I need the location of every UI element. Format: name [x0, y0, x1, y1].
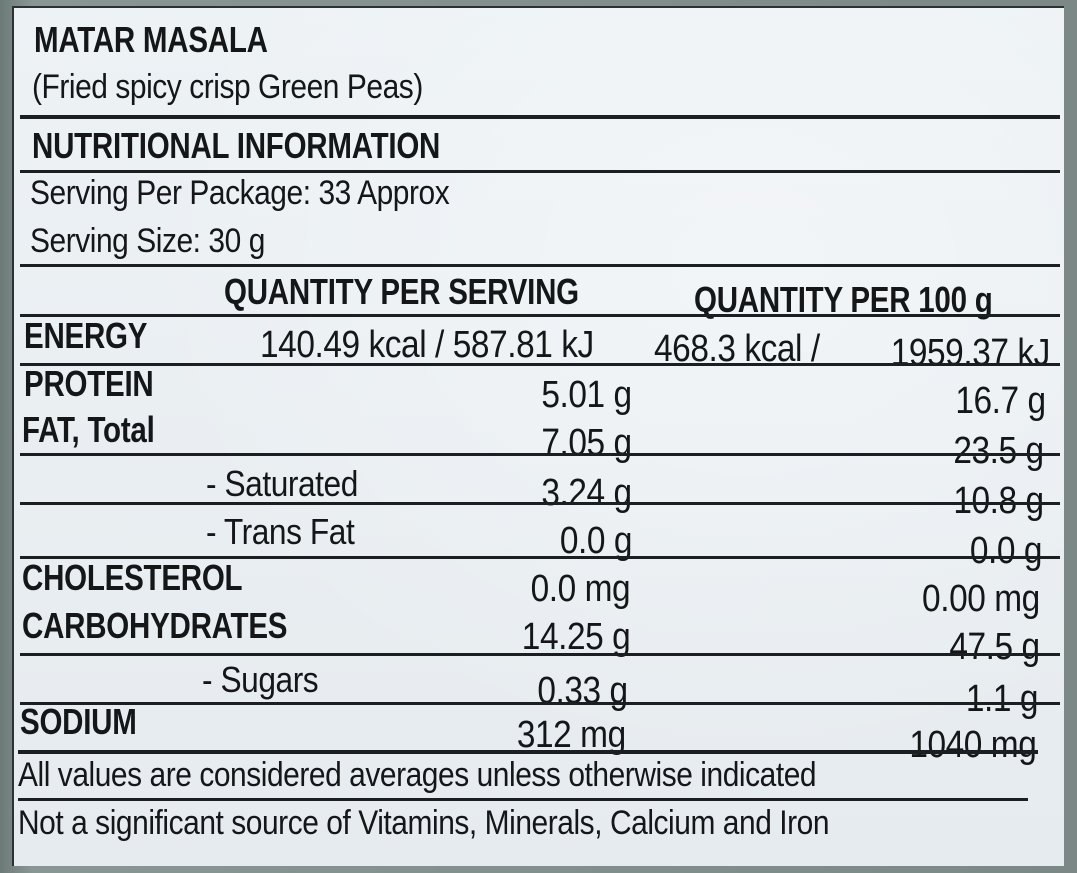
row-label-sodium: SODIUM — [20, 701, 137, 742]
row-label-sugars: - Sugars — [202, 659, 319, 700]
divider — [20, 314, 1060, 317]
carbohydrates-per-100g: 47.5 g — [949, 626, 1041, 668]
divider — [20, 453, 1060, 456]
column-header-per-serving: QUANTITY PER SERVING — [224, 271, 579, 312]
row-label-cholesterol: CHOLESTEROL — [22, 557, 243, 598]
cholesterol-per-100g: 0.00 mg — [922, 578, 1040, 620]
carbohydrates-per-serving: 14.25 g — [521, 616, 630, 658]
sugars-per-100g: 1.1 g — [965, 678, 1039, 720]
panel-heading: NUTRITIONAL INFORMATION — [32, 125, 441, 166]
row-label-saturated: - Saturated — [206, 463, 358, 504]
trans-fat-per-100g: 0.0 g — [969, 530, 1043, 572]
divider — [20, 170, 1060, 173]
energy-per-100g: 1959.37 kJ — [890, 332, 1051, 374]
column-header-per-100g: QUANTITY PER 100 g — [694, 279, 993, 320]
footer-note-significant-source: Not a significant source of Vitamins, Mi… — [18, 804, 830, 842]
row-label-trans-fat: - Trans Fat — [206, 511, 355, 552]
divider — [20, 115, 1060, 119]
row-label-fat-total: FAT, Total — [22, 409, 155, 450]
product-description: (Fried spicy crisp Green Peas) — [32, 68, 423, 106]
sodium-per-100g: 1040 mg — [908, 724, 1037, 766]
sodium-per-serving: 312 mg — [517, 714, 626, 756]
divider — [18, 798, 1028, 801]
footer-note-averages: All values are considered averages unles… — [18, 756, 817, 794]
divider — [20, 556, 1060, 559]
energy-per-serving: 140.49 kcal / 587.81 kJ — [260, 324, 594, 366]
divider — [20, 264, 1060, 267]
saturated-per-100g: 10.8 g — [953, 480, 1045, 522]
protein-per-100g: 16.7 g — [955, 380, 1047, 422]
row-label-protein: PROTEIN — [24, 363, 154, 404]
serving-size: Serving Size: 30 g — [30, 222, 265, 260]
row-label-carbohydrates: CARBOHYDRATES — [22, 605, 288, 646]
divider — [20, 363, 1060, 366]
divider — [20, 653, 1060, 656]
row-label-energy: ENERGY — [24, 315, 148, 356]
product-name: MATAR MASALA — [34, 19, 268, 60]
cholesterol-per-serving: 0.0 mg — [530, 568, 630, 610]
saturated-per-serving: 3.24 g — [541, 472, 633, 514]
protein-per-serving: 5.01 g — [541, 374, 633, 416]
divider — [18, 750, 1038, 754]
serving-per-package: Serving Per Package: 33 Approx — [30, 174, 450, 212]
divider — [20, 702, 1060, 705]
fat-total-per-serving: 7.05 g — [541, 422, 633, 464]
energy-per-100g-kcal: 468.3 kcal / — [654, 328, 820, 370]
nutrition-label: MATAR MASALA (Fried spicy crisp Green Pe… — [12, 6, 1064, 866]
fat-total-per-100g: 23.5 g — [953, 430, 1045, 472]
trans-fat-per-serving: 0.0 g — [559, 520, 633, 562]
divider — [20, 502, 1060, 505]
